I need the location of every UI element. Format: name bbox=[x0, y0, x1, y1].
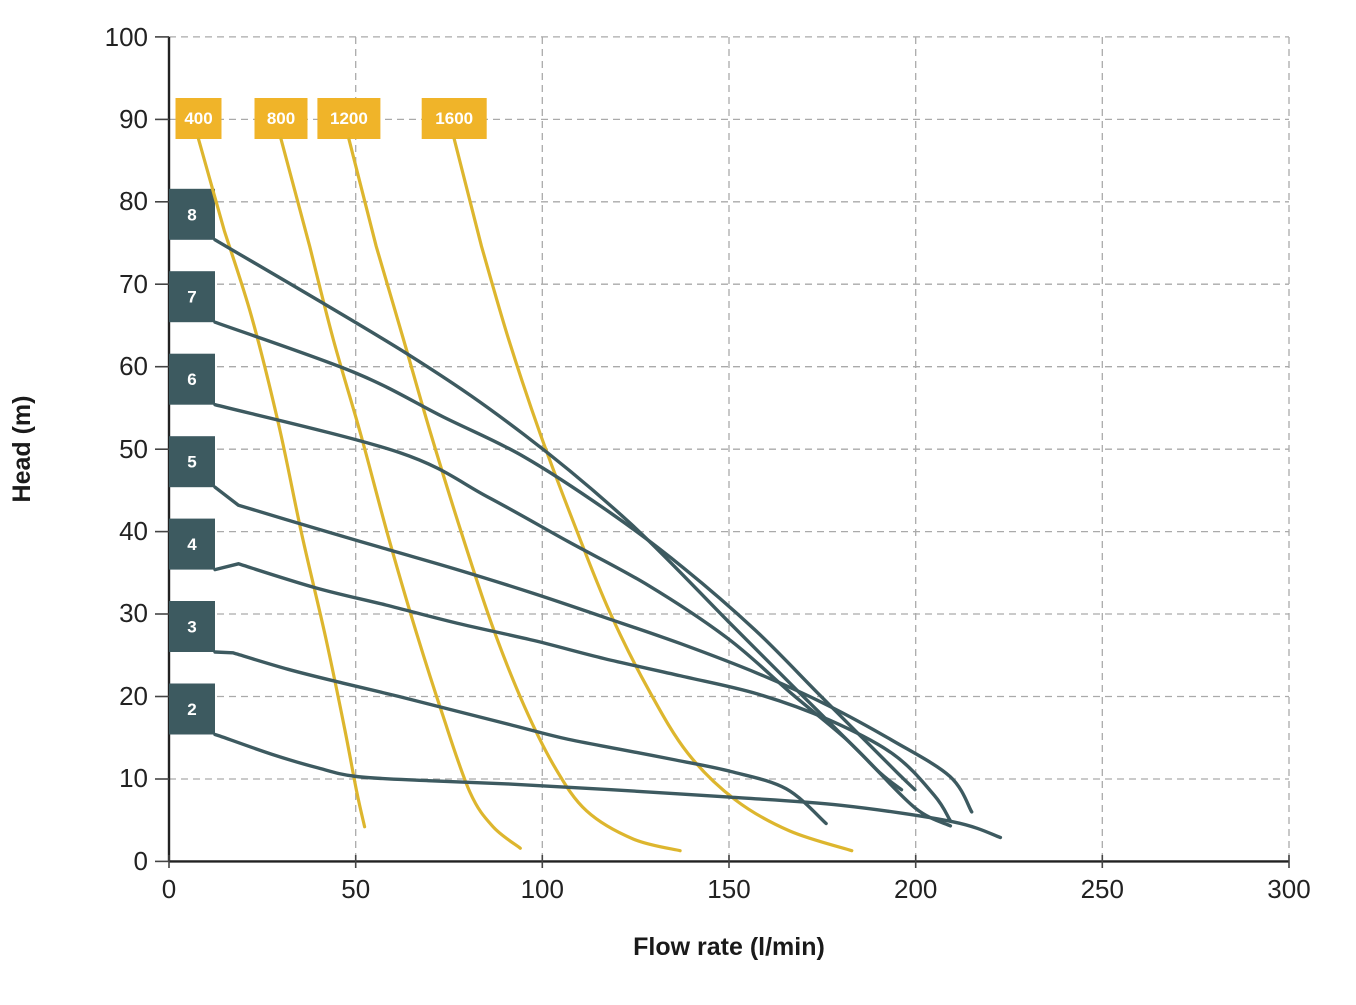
svg-text:Flow rate (l/min): Flow rate (l/min) bbox=[633, 933, 825, 961]
svg-text:1600: 1600 bbox=[435, 109, 473, 128]
svg-text:80: 80 bbox=[119, 186, 148, 216]
svg-text:200: 200 bbox=[894, 874, 937, 904]
svg-text:800: 800 bbox=[267, 109, 295, 128]
svg-text:7: 7 bbox=[187, 288, 196, 307]
svg-text:400: 400 bbox=[184, 109, 212, 128]
svg-text:30: 30 bbox=[119, 598, 148, 628]
svg-text:0: 0 bbox=[134, 846, 148, 876]
svg-text:3: 3 bbox=[187, 618, 196, 637]
svg-text:100: 100 bbox=[105, 22, 148, 52]
svg-text:20: 20 bbox=[119, 681, 148, 711]
svg-text:1200: 1200 bbox=[330, 109, 368, 128]
svg-text:Head (m): Head (m) bbox=[8, 396, 36, 503]
svg-text:50: 50 bbox=[341, 874, 370, 904]
svg-text:250: 250 bbox=[1081, 874, 1124, 904]
svg-text:10: 10 bbox=[119, 763, 148, 793]
svg-text:90: 90 bbox=[119, 104, 148, 134]
svg-text:40: 40 bbox=[119, 516, 148, 546]
svg-text:150: 150 bbox=[707, 874, 750, 904]
svg-text:6: 6 bbox=[187, 370, 196, 389]
svg-text:2: 2 bbox=[187, 700, 196, 719]
svg-text:0: 0 bbox=[162, 874, 176, 904]
svg-text:5: 5 bbox=[187, 453, 196, 472]
svg-text:60: 60 bbox=[119, 351, 148, 381]
svg-text:4: 4 bbox=[187, 535, 197, 554]
svg-text:50: 50 bbox=[119, 434, 148, 464]
svg-text:70: 70 bbox=[119, 269, 148, 299]
svg-text:8: 8 bbox=[187, 205, 196, 224]
svg-text:300: 300 bbox=[1267, 874, 1310, 904]
svg-text:100: 100 bbox=[521, 874, 564, 904]
